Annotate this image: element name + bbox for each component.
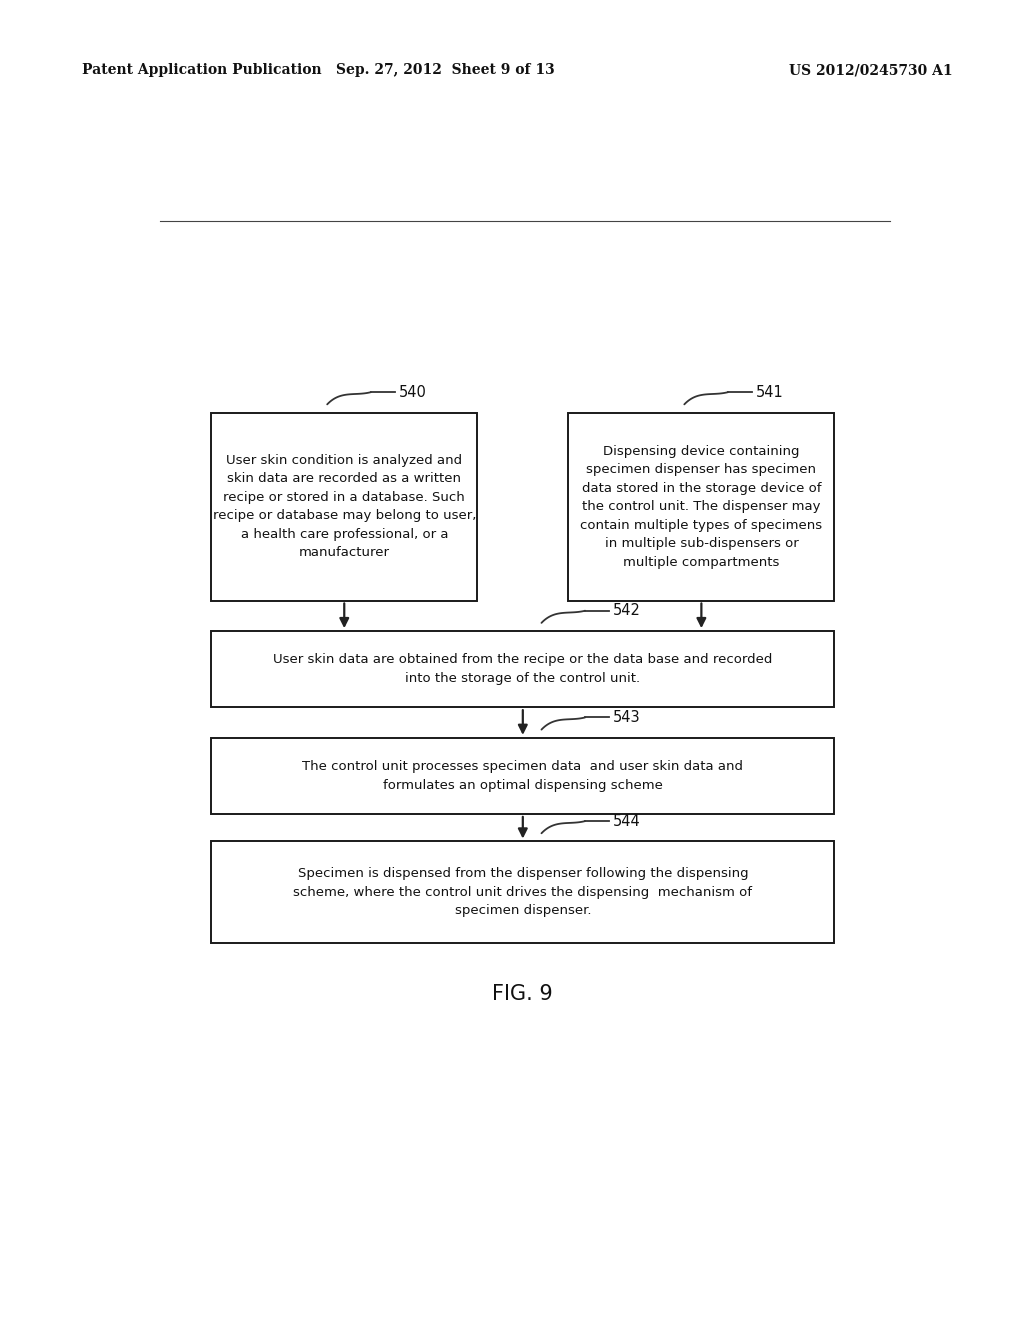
Bar [568,413,835,601]
Bar [211,413,477,601]
Text: FIG. 9: FIG. 9 [493,983,553,1003]
Text: US 2012/0245730 A1: US 2012/0245730 A1 [788,63,952,78]
Bar [211,841,835,942]
Text: User skin data are obtained from the recipe or the data base and recorded
into t: User skin data are obtained from the rec… [273,653,772,685]
Text: 543: 543 [613,710,641,725]
Text: 540: 540 [398,384,426,400]
Text: The control unit processes specimen data  and user skin data and
formulates an o: The control unit processes specimen data… [302,760,743,792]
Bar [211,738,835,814]
Text: Patent Application Publication: Patent Application Publication [82,63,322,78]
Text: Dispensing device containing
specimen dispenser has specimen
data stored in the : Dispensing device containing specimen di… [581,445,822,569]
Text: 541: 541 [756,384,783,400]
Text: Specimen is dispensed from the dispenser following the dispensing
scheme, where : Specimen is dispensed from the dispenser… [293,867,753,917]
Text: 542: 542 [613,603,641,618]
Bar [211,631,835,708]
Text: User skin condition is analyzed and
skin data are recorded as a written
recipe o: User skin condition is analyzed and skin… [213,454,476,560]
Text: 544: 544 [613,813,641,829]
Text: Sep. 27, 2012  Sheet 9 of 13: Sep. 27, 2012 Sheet 9 of 13 [336,63,555,78]
